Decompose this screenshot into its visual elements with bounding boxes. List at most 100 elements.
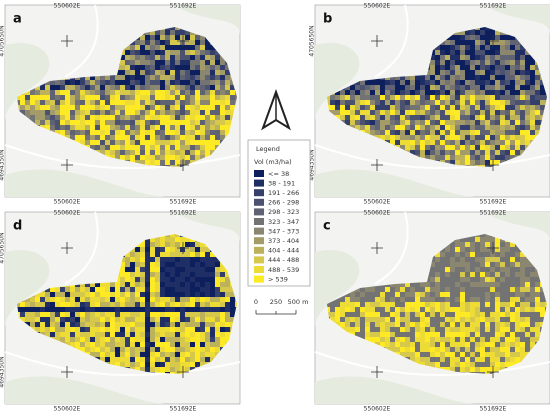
raster-cell: [40, 312, 45, 317]
raster-cell: [190, 85, 195, 90]
raster-cell: [365, 85, 370, 90]
raster-cell: [340, 100, 345, 105]
raster-cell: [200, 120, 205, 125]
raster-cell: [350, 302, 355, 307]
raster-cell: [480, 27, 485, 30]
raster-cell: [190, 155, 195, 160]
raster-cell: [180, 322, 185, 327]
raster-cell: [80, 90, 85, 95]
raster-cell: [225, 297, 230, 302]
raster-cell: [150, 312, 155, 317]
raster-cell: [215, 327, 220, 332]
raster-cell: [100, 75, 105, 80]
raster-cell: [140, 272, 145, 277]
raster-cell: [445, 297, 450, 302]
raster-cell: [450, 337, 455, 342]
raster-cell: [180, 362, 185, 367]
raster-cell: [185, 130, 190, 135]
raster-cell: [130, 267, 135, 272]
raster-cell: [120, 80, 125, 85]
raster-cell: [480, 90, 485, 95]
raster-cell: [515, 327, 520, 332]
raster-cell: [160, 327, 165, 332]
raster-cell: [40, 95, 45, 100]
raster-cell: [85, 337, 90, 342]
raster-cell: [150, 160, 155, 165]
raster-cell: [405, 125, 410, 130]
raster-cell: [175, 115, 180, 120]
raster-cell: [150, 140, 155, 145]
raster-cell: [110, 287, 115, 292]
raster-cell: [450, 115, 455, 120]
raster-cell: [390, 140, 395, 145]
raster-cell: [410, 322, 415, 327]
raster-cell: [405, 115, 410, 120]
raster-cell: [130, 357, 135, 362]
raster-cell: [510, 155, 515, 160]
raster-cell: [490, 302, 495, 307]
raster-cell: [460, 90, 465, 95]
raster-cell: [470, 297, 475, 302]
raster-cell: [140, 362, 145, 367]
raster-cell: [180, 367, 185, 372]
raster-cell: [80, 337, 85, 342]
raster-cell: [415, 145, 420, 150]
raster-cell: [105, 292, 110, 297]
raster-cell: [115, 100, 120, 105]
raster-cell: [420, 322, 425, 327]
raster-cell: [210, 357, 215, 362]
raster-cell: [145, 312, 150, 317]
raster-cell: [155, 100, 160, 105]
raster-cell: [490, 287, 495, 292]
raster-cell: [500, 150, 505, 155]
raster-cell: [460, 332, 465, 337]
raster-cell: [490, 165, 495, 167]
raster-cell: [150, 322, 155, 327]
road: [4, 211, 241, 377]
raster-cell: [460, 30, 465, 35]
raster-cell: [215, 297, 220, 302]
raster-cell: [95, 292, 100, 297]
raster-cell: [180, 130, 185, 135]
raster-cell: [100, 292, 105, 297]
raster-cell: [525, 277, 530, 282]
raster-cell: [535, 125, 540, 130]
raster-cell: [465, 282, 470, 287]
raster-cell: [135, 125, 140, 130]
raster-cell: [430, 140, 435, 145]
raster-cell: [410, 145, 415, 150]
raster-cell: [145, 317, 150, 322]
raster-cell: [475, 50, 480, 55]
raster-cell: [530, 297, 535, 302]
raster-cell: [60, 130, 65, 135]
raster-cell: [75, 337, 80, 342]
raster-cell: [200, 242, 205, 247]
raster-cell: [180, 352, 185, 357]
raster-cell: [515, 247, 520, 252]
raster-cell: [175, 302, 180, 307]
raster-cell: [175, 312, 180, 317]
raster-cell: [500, 297, 505, 302]
raster-cell: [425, 292, 430, 297]
raster-cell: [95, 135, 100, 140]
raster-cell: [180, 242, 185, 247]
raster-cell: [455, 287, 460, 292]
raster-cell: [65, 85, 70, 90]
raster-cell: [365, 312, 370, 317]
raster-cell: [80, 105, 85, 110]
raster-cell: [45, 332, 50, 337]
raster-cell: [520, 85, 525, 90]
raster-cell: [500, 317, 505, 322]
raster-cell: [450, 292, 455, 297]
raster-cell: [435, 307, 440, 312]
raster-cell: [55, 115, 60, 120]
raster-cell: [410, 95, 415, 100]
raster-cell: [150, 287, 155, 292]
raster-cell: [165, 125, 170, 130]
raster-cell: [460, 237, 465, 242]
raster-cell: [450, 145, 455, 150]
raster-cell: [160, 115, 165, 120]
raster-cell: [490, 237, 495, 242]
raster-cell: [165, 287, 170, 292]
raster-cell: [185, 135, 190, 140]
